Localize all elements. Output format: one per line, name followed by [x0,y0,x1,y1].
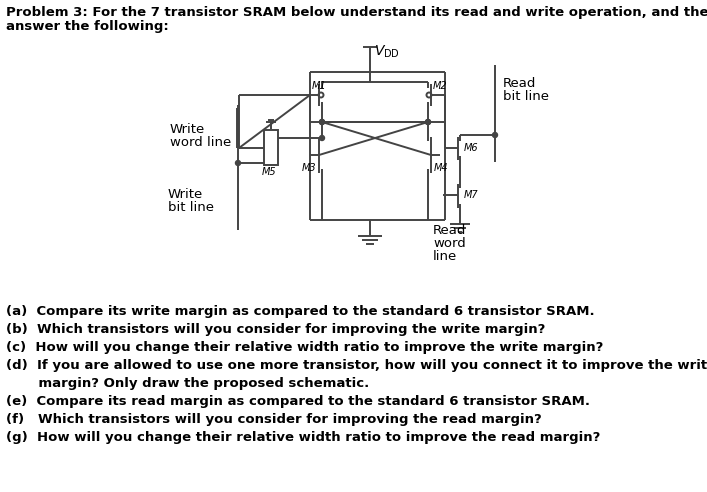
Text: M4: M4 [434,163,449,173]
Text: line: line [433,250,457,263]
Circle shape [320,120,325,124]
Text: Write: Write [168,188,203,201]
Circle shape [426,120,431,124]
Text: Write: Write [170,123,205,136]
Text: (d)  If you are allowed to use one more transistor, how will you connect it to i: (d) If you are allowed to use one more t… [6,359,707,372]
Text: bit line: bit line [503,90,549,103]
Text: word line: word line [170,136,231,149]
Text: M1: M1 [312,81,327,91]
Text: answer the following:: answer the following: [6,20,169,33]
Text: (a)  Compare its write margin as compared to the standard 6 transistor SRAM.: (a) Compare its write margin as compared… [6,305,595,318]
Text: (g)  How will you change their relative width ratio to improve the read margin?: (g) How will you change their relative w… [6,431,600,444]
Text: (b)  Which transistors will you consider for improving the write margin?: (b) Which transistors will you consider … [6,323,545,336]
Text: bit line: bit line [168,201,214,214]
Circle shape [493,132,498,137]
Text: Read: Read [503,77,537,90]
Text: M7: M7 [464,190,479,200]
Circle shape [320,120,325,124]
Text: word: word [433,237,466,250]
Circle shape [320,135,325,141]
Text: M5: M5 [262,167,276,177]
Bar [264,130,278,165]
Text: M6: M6 [464,143,479,153]
Circle shape [426,120,431,124]
Text: M2: M2 [433,81,448,91]
Text: Problem 3: For the 7 transistor SRAM below understand its read and write operati: Problem 3: For the 7 transistor SRAM bel… [6,6,707,19]
Text: (f)   Which transistors will you consider for improving the read margin?: (f) Which transistors will you consider … [6,413,542,426]
Text: (e)  Compare its read margin as compared to the standard 6 transistor SRAM.: (e) Compare its read margin as compared … [6,395,590,408]
Text: M3: M3 [302,163,317,173]
Text: $V_\mathregular{DD}$: $V_\mathregular{DD}$ [374,44,400,61]
Circle shape [235,160,240,165]
Text: Read: Read [433,224,467,237]
Text: (c)  How will you change their relative width ratio to improve the write margin?: (c) How will you change their relative w… [6,341,603,354]
Text: margin? Only draw the proposed schematic.: margin? Only draw the proposed schematic… [6,377,369,390]
